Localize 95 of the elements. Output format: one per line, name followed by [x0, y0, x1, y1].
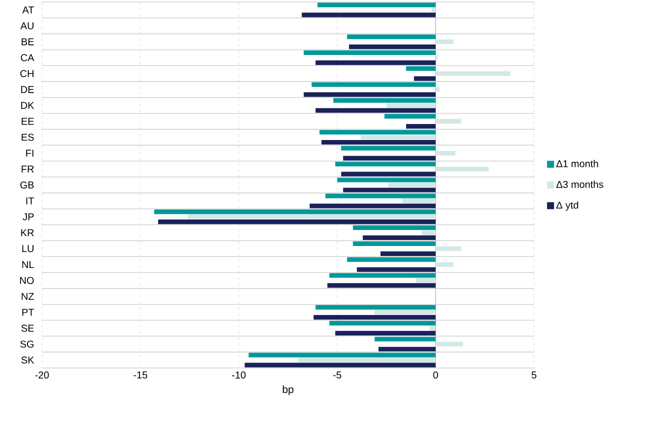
bar [158, 220, 436, 224]
y-tick-label: NO [20, 276, 34, 284]
bar [314, 314, 436, 320]
bar [327, 283, 436, 288]
y-tick-label: FI [26, 150, 34, 157]
bar [304, 92, 436, 97]
bar [436, 119, 462, 124]
y-tick-label: SE [21, 324, 34, 332]
bar [298, 358, 436, 362]
bar [430, 326, 436, 331]
bar [436, 87, 440, 92]
y-tick-label: CH [20, 70, 34, 78]
y-tick-label: AT [22, 6, 34, 14]
bar [312, 82, 436, 87]
y-tick-label: BE [22, 38, 34, 46]
bar [436, 246, 462, 251]
y-tick-label: KR [21, 229, 34, 236]
bar [188, 214, 436, 220]
y-tick-label: PT [22, 308, 34, 316]
bar [432, 8, 436, 12]
bar [343, 188, 436, 192]
bar [436, 342, 464, 346]
bar [406, 124, 436, 129]
bar [436, 71, 510, 76]
bar [374, 310, 436, 315]
bar [406, 66, 436, 71]
y-tick-label: LU [22, 245, 34, 252]
bar [335, 330, 436, 336]
bar [319, 130, 436, 135]
y-tick-label: GB [20, 181, 34, 189]
bar [154, 210, 436, 214]
bar [414, 76, 436, 81]
bar [352, 225, 436, 230]
bar [341, 146, 436, 150]
bar [329, 273, 436, 278]
bar [436, 166, 489, 172]
x-axis-title: bp [282, 385, 294, 396]
legend-label: Δ ytd [556, 201, 578, 211]
bar [388, 182, 436, 188]
bar [310, 204, 436, 208]
y-tick-label: CA [20, 54, 34, 62]
bar [422, 230, 436, 236]
bar [360, 134, 436, 140]
y-tick-label: SG [20, 340, 34, 348]
y-tick-label: NL [22, 261, 34, 268]
bar [386, 103, 436, 108]
y-tick-label: FR [22, 166, 34, 173]
bar [436, 39, 454, 44]
bar [362, 235, 436, 240]
bar [349, 44, 436, 50]
bar [436, 150, 456, 156]
bar [333, 98, 436, 103]
bar [436, 262, 454, 267]
bar [337, 178, 436, 182]
bar [329, 320, 436, 326]
bar [244, 362, 436, 368]
x-tick-label: -15 [134, 372, 148, 378]
x-tick-label: 0 [433, 372, 438, 379]
bar [341, 172, 436, 176]
x-tick-label: 5 [532, 372, 536, 378]
bar [316, 108, 436, 113]
y-tick-label: NZ [22, 292, 34, 300]
bar [352, 241, 436, 246]
bar [402, 198, 436, 204]
bar [335, 162, 436, 166]
bar [316, 60, 436, 65]
y-tick-label: SK [21, 356, 34, 364]
x-tick-label: -10 [232, 372, 246, 379]
bar [302, 12, 436, 18]
bar [374, 336, 436, 342]
bar [378, 346, 436, 352]
y-tick-label: DK [21, 102, 34, 109]
bar [343, 156, 436, 160]
bar [321, 140, 436, 145]
bar [347, 34, 436, 40]
y-tick-label: IT [26, 197, 34, 204]
bar [347, 257, 436, 262]
bar [248, 352, 436, 358]
legend-label: Δ3 months [556, 180, 604, 188]
y-tick-label: AU [20, 22, 34, 30]
y-tick-label: JP [22, 213, 34, 220]
bar [325, 194, 436, 198]
y-tick-label: ES [22, 134, 34, 141]
bar [416, 278, 436, 283]
bar [356, 267, 436, 272]
x-tick-label: -20 [35, 372, 49, 379]
y-tick-label: EE [22, 118, 34, 125]
legend-label: Δ1 month [556, 160, 598, 168]
bar [316, 304, 436, 310]
bar [318, 2, 436, 8]
bar [380, 251, 436, 256]
x-tick-label: -5 [333, 372, 342, 378]
bar [304, 50, 436, 55]
y-tick-label: DE [21, 86, 34, 93]
bar [384, 114, 436, 119]
